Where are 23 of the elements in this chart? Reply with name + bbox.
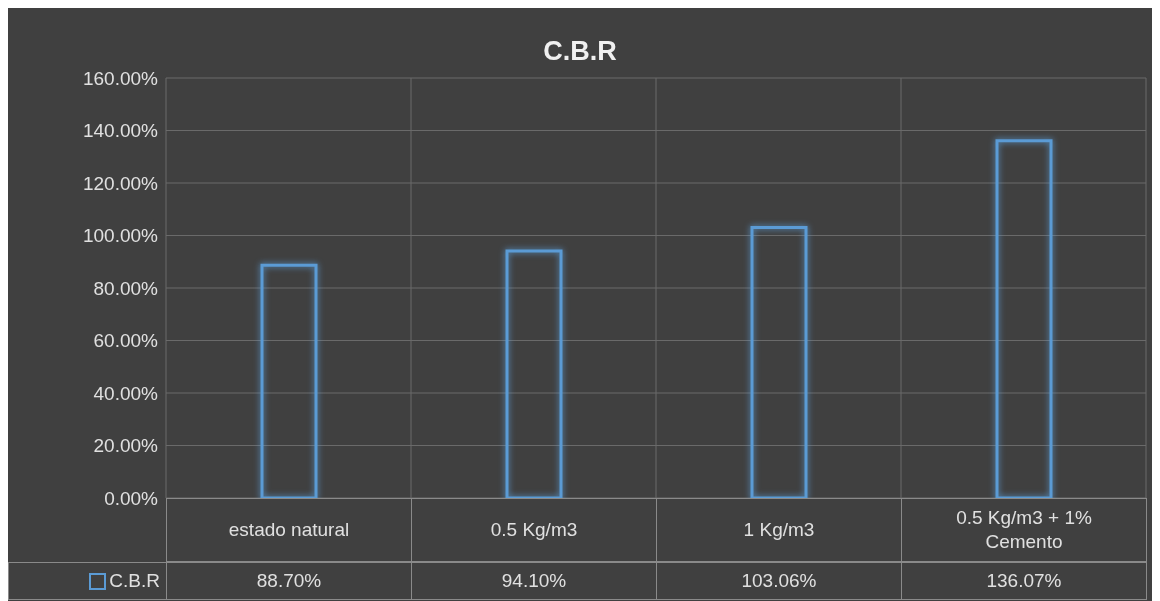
y-tick-label: 120.00% bbox=[82, 172, 159, 194]
x-tick-label: 0.5 Kg/m3 + 1% Cemento bbox=[901, 498, 1147, 562]
y-tick-label: 140.00% bbox=[82, 120, 159, 142]
y-tick-label: 20.00% bbox=[93, 435, 159, 457]
bar bbox=[750, 225, 808, 498]
data-label: 88.70% bbox=[166, 562, 412, 600]
x-tick-label: 0.5 Kg/m3 bbox=[411, 498, 657, 562]
legend-label: C.B.R bbox=[8, 562, 167, 600]
y-tick-label: 60.00% bbox=[93, 330, 159, 352]
data-label: 136.07% bbox=[901, 562, 1147, 600]
y-tick-label: 160.00% bbox=[82, 67, 159, 89]
data-label: 94.10% bbox=[411, 562, 657, 600]
y-tick-label: 40.00% bbox=[93, 382, 159, 404]
bar bbox=[260, 263, 318, 498]
x-tick-label: 1 Kg/m3 bbox=[656, 498, 902, 562]
chart-title: C.B.R bbox=[542, 36, 618, 67]
data-label: 103.06% bbox=[656, 562, 902, 600]
y-tick-label: 0.00% bbox=[104, 487, 159, 509]
y-tick-label: 80.00% bbox=[93, 277, 159, 299]
y-tick-label: 100.00% bbox=[82, 225, 159, 247]
bar bbox=[505, 249, 563, 498]
bar bbox=[995, 139, 1053, 498]
x-tick-label: estado natural bbox=[166, 498, 412, 562]
